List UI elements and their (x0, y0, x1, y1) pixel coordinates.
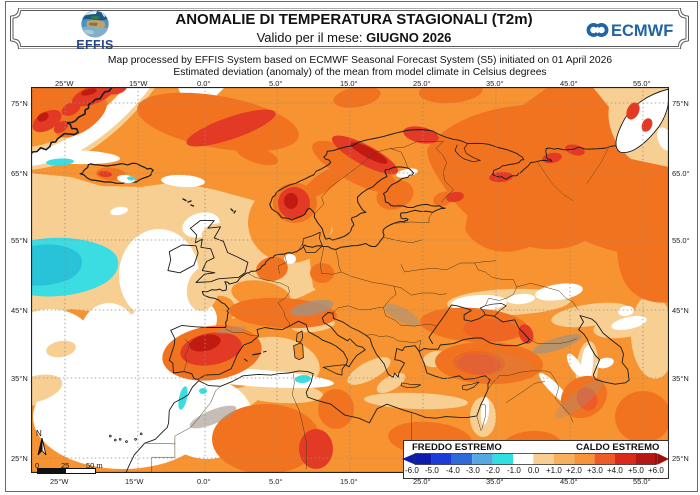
svg-text:ECMWF: ECMWF (611, 22, 673, 39)
